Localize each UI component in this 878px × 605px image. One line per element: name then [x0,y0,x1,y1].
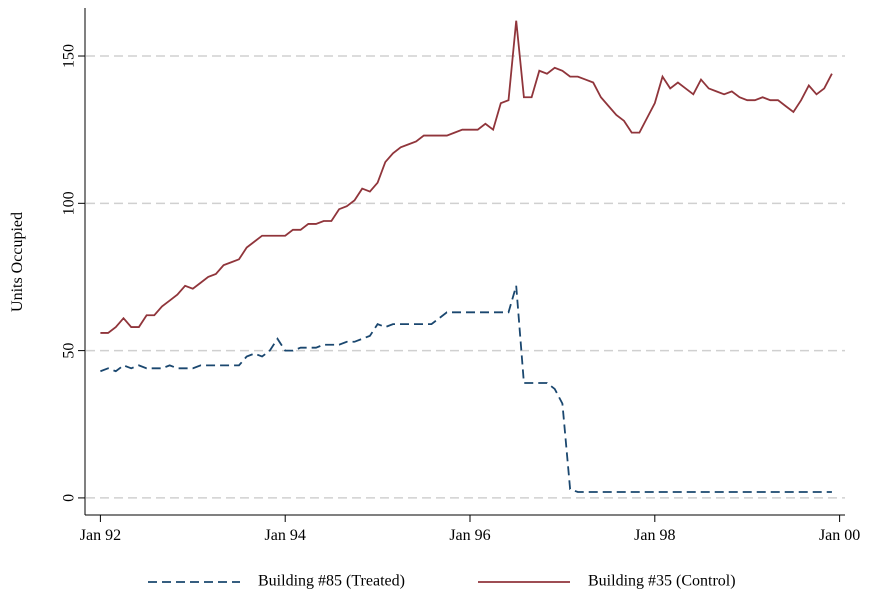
y-tick-label: 100 [61,191,78,215]
x-tick-label: Jan 00 [819,527,860,544]
y-axis-label: Units Occupied [9,212,26,312]
x-tick-label: Jan 96 [449,527,490,544]
x-tick-label: Jan 92 [80,527,121,544]
x-tick-label: Jan 94 [265,527,306,544]
y-tick-label: 50 [61,343,78,359]
series-line [100,20,833,334]
x-tick-label: Jan 98 [634,527,675,544]
series-line [100,285,832,493]
y-tick-label: 150 [61,44,78,68]
legend-label: Building #85 (Treated) [258,573,405,590]
legend-label: Building #35 (Control) [588,573,736,590]
y-tick-label: 0 [61,494,78,502]
